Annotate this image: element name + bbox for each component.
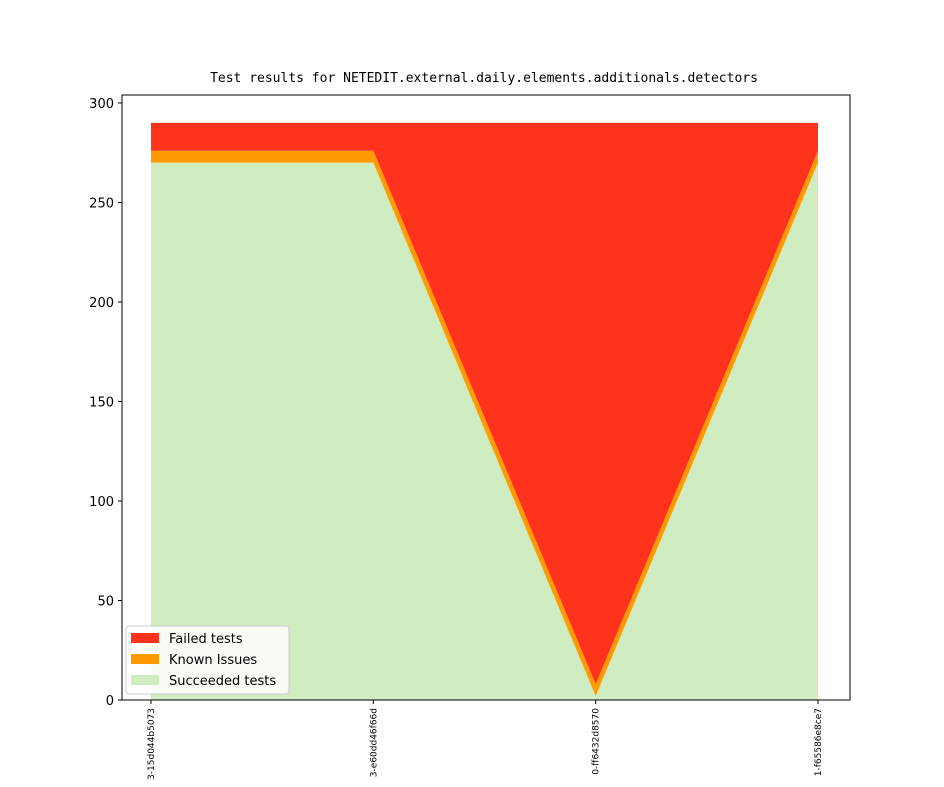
y-tick-label: 0 <box>106 694 114 709</box>
area <box>151 122 818 685</box>
y-tick-label: 300 <box>89 97 114 112</box>
legend-label: Known Issues <box>169 653 257 668</box>
legend-frame <box>125 625 290 695</box>
area <box>151 162 818 700</box>
y-tick-label: 200 <box>89 296 114 311</box>
legend-swatch <box>131 675 159 685</box>
plot-frame <box>121 94 851 701</box>
y-tick-label: 150 <box>89 395 114 410</box>
x-tick-label: 0-ff6432d8570 <box>592 708 602 775</box>
y-tick-label: 50 <box>97 594 114 609</box>
x-tick-label: 3-e60dd46f66d <box>369 708 379 777</box>
legend-swatch <box>131 633 159 643</box>
legend-swatch <box>131 654 159 664</box>
legend: Failed tests Known Issues Succeeded tests <box>125 625 290 695</box>
legend-label: Failed tests <box>169 632 243 647</box>
area <box>151 150 818 697</box>
y-tick-label: 250 <box>89 196 114 211</box>
chart-title: Test results for NETEDIT.external.daily.… <box>210 71 758 86</box>
x-tick-label: 1-f65586e8ce7 <box>814 708 824 776</box>
legend-label: Succeeded tests <box>169 674 276 689</box>
x-tick-label: 3-15d044b5073 <box>147 708 157 780</box>
y-tick-label: 100 <box>89 495 114 510</box>
